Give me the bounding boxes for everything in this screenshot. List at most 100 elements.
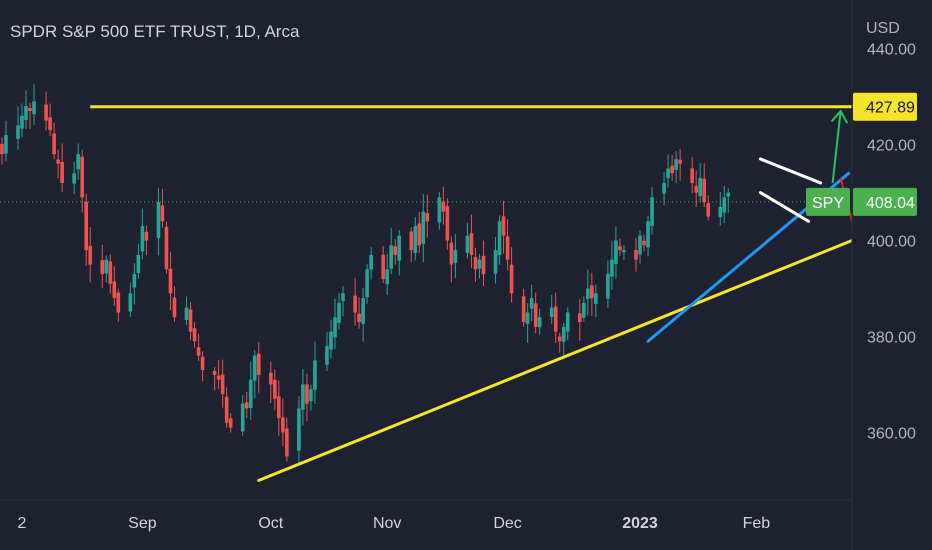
candle-body: [557, 336, 562, 342]
candle: [24, 90, 28, 130]
candle-body: [586, 288, 590, 299]
candle-body: [116, 292, 121, 313]
candle: [565, 307, 570, 341]
candle: [465, 222, 470, 259]
candle: [505, 219, 510, 271]
candle-body: [521, 296, 526, 323]
candle-body: [256, 353, 261, 375]
trend-line-support[interactable]: [257, 239, 854, 482]
candle-body: [228, 418, 233, 428]
candle: [60, 143, 64, 192]
candle-body: [578, 313, 582, 323]
candle-body: [469, 233, 474, 255]
candle: [493, 236, 498, 284]
candle-body: [337, 302, 341, 323]
trend-line-flag-upper[interactable]: [758, 157, 823, 185]
candle: [108, 254, 113, 294]
candle-body: [244, 402, 249, 409]
candle-body: [565, 312, 570, 332]
candle-body: [200, 356, 205, 371]
candle-body: [277, 396, 281, 419]
candle: [561, 322, 566, 356]
trend-line-flag-lower[interactable]: [758, 191, 811, 223]
candle-body: [678, 159, 682, 164]
candle: [256, 342, 261, 393]
y-tick-label: 380.00: [867, 329, 916, 346]
symbol-label: SPY: [812, 195, 844, 212]
candle-body: [184, 307, 189, 320]
candle-body: [84, 201, 89, 251]
candle: [445, 198, 450, 250]
candle-body: [505, 236, 510, 260]
up-arrow[interactable]: [830, 109, 849, 184]
candle: [453, 234, 458, 278]
candle: [694, 170, 698, 208]
candle: [413, 216, 418, 261]
candle: [44, 91, 48, 131]
x-tick-label: Sep: [128, 515, 157, 532]
y-tick-label: 360.00: [867, 425, 916, 442]
candle-body: [449, 242, 454, 265]
candle: [590, 272, 594, 316]
candle-body: [104, 259, 109, 274]
candle-body: [112, 281, 117, 299]
candle: [670, 154, 674, 182]
candle: [88, 227, 93, 283]
candle: [269, 361, 273, 404]
candle-body: [642, 240, 646, 246]
candle-body: [610, 259, 614, 277]
candle-body: [128, 293, 133, 312]
candle-body: [108, 261, 113, 284]
candle-body: [646, 221, 650, 248]
candle: [104, 255, 109, 283]
candle: [501, 200, 506, 254]
candle-body: [618, 246, 622, 251]
up-arrow-shaft: [831, 110, 842, 184]
x-tick-label: Feb: [743, 515, 771, 532]
candle-body: [164, 226, 169, 270]
candle-body: [16, 125, 20, 139]
candle-body: [525, 312, 530, 324]
candle: [610, 241, 614, 290]
candle-body: [393, 246, 398, 255]
up-arrow-head: [830, 109, 849, 124]
candle: [277, 380, 281, 436]
candle: [722, 185, 727, 224]
candle-body: [590, 285, 594, 299]
candle: [509, 247, 514, 303]
candle: [525, 303, 530, 343]
candle: [244, 391, 249, 419]
last-price-badge: [853, 187, 917, 216]
candle-body: [140, 226, 145, 252]
candle-body: [136, 254, 141, 274]
resistance-price-label: 427.89: [866, 100, 915, 117]
candle: [393, 239, 398, 265]
candle-body: [240, 403, 245, 432]
candle: [521, 288, 526, 327]
candle: [650, 187, 654, 235]
candle-body: [622, 250, 626, 253]
candle: [614, 226, 618, 279]
candle-body: [24, 106, 28, 120]
candle: [389, 227, 393, 275]
candle: [184, 296, 189, 325]
candle-body: [561, 326, 566, 342]
candle: [481, 240, 486, 287]
price-axis-panel[interactable]: [852, 0, 932, 550]
candle-body: [325, 346, 329, 365]
resistance-price-badge: [853, 92, 917, 121]
candle: [718, 191, 723, 226]
candle-body: [582, 302, 586, 318]
candle-body: [48, 117, 52, 131]
candle: [421, 194, 426, 263]
candle: [56, 149, 60, 179]
candle-body: [385, 269, 389, 285]
candle-body: [160, 205, 165, 222]
candle-body: [497, 221, 502, 256]
candle-body: [533, 303, 538, 327]
candle-body: [702, 178, 707, 203]
candle-body: [52, 133, 56, 155]
